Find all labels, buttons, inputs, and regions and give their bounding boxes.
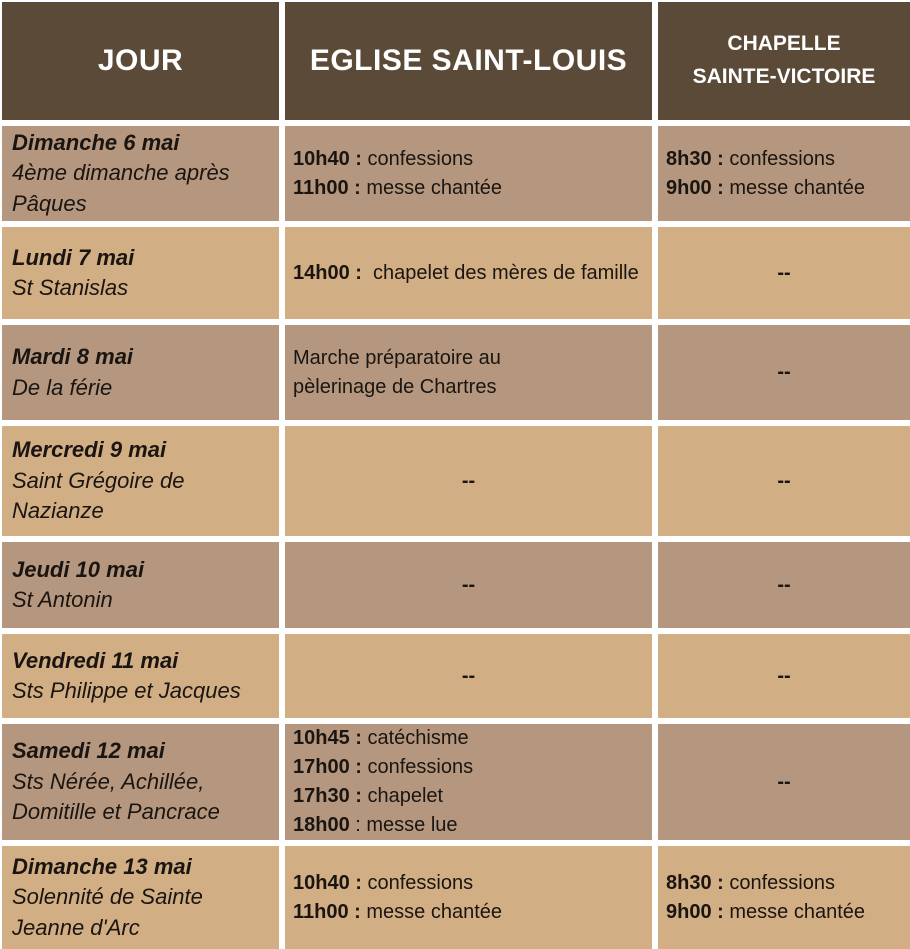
schedule-time: 10h40 :: [293, 147, 362, 170]
schedule-time: 14h00 :: [293, 261, 362, 284]
day-title: Mercredi 9 mai: [12, 437, 167, 463]
day-title: Samedi 12 mai: [12, 738, 165, 764]
header-chapelle-sainte-victoire: CHAPELLE SAINTE-VICTOIRE: [658, 2, 910, 120]
dash-placeholder: --: [777, 469, 791, 492]
schedule-text: confessions: [361, 871, 474, 894]
dash-placeholder: --: [461, 573, 476, 596]
chapelle-cell: --: [658, 542, 910, 628]
chapelle-cell: --: [658, 227, 910, 319]
day-subtitle: De la férie: [12, 374, 113, 400]
day-cell: Dimanche 13 mai Solennité de Sainte Jean…: [2, 846, 279, 949]
schedule-line: 14h00 : chapelet des mères de famille: [293, 259, 648, 288]
eglise-cell: 14h00 : chapelet des mères de famille: [285, 227, 652, 319]
schedule-line: pèlerinage de Chartres: [293, 373, 648, 402]
schedule-line: 8h30 : confessions: [666, 869, 906, 898]
day-cell: Vendredi 11 mai Sts Philippe et Jacques: [2, 634, 279, 718]
schedule-text: confessions: [361, 147, 474, 170]
eglise-cell: --: [285, 542, 652, 628]
day-subtitle: Sts Nérée, Achillée, Domitille et Pancra…: [12, 768, 220, 825]
schedule-text: confessions: [723, 871, 835, 894]
dash-placeholder: --: [777, 261, 791, 284]
schedule-line: 11h00 : messe chantée: [293, 174, 648, 203]
day-cell: Mercredi 9 mai Saint Grégoire de Nazianz…: [2, 426, 279, 536]
day-title: Dimanche 13 mai: [12, 853, 192, 879]
day-title: Lundi 7 mai: [12, 244, 135, 270]
day-cell: Dimanche 6 mai 4ème dimanche après Pâque…: [2, 126, 279, 221]
day-title: Jeudi 10 mai: [12, 556, 145, 582]
dash-placeholder: --: [777, 573, 791, 596]
schedule-line: 8h30 : confessions: [666, 145, 906, 174]
day-subtitle: Sts Philippe et Jacques: [12, 678, 241, 703]
schedule-line: 10h40 : confessions: [293, 145, 648, 174]
day-cell: Lundi 7 mai St Stanislas: [2, 227, 279, 319]
schedule-time: 8h30 :: [666, 147, 724, 170]
schedule-text: messe chantée: [723, 900, 866, 923]
day-cell: Jeudi 10 mai St Antonin: [2, 542, 279, 628]
header-jour-label: JOUR: [97, 44, 184, 77]
schedule-text: chapelet des mères de famille: [361, 261, 639, 284]
schedule-line: 9h00 : messe chantée: [666, 898, 906, 927]
chapelle-cell: 8h30 : confessions 9h00 : messe chantée: [658, 126, 910, 221]
schedule-line: 10h45 : catéchisme: [293, 724, 648, 753]
schedule-line: Marche préparatoire au: [293, 344, 648, 373]
schedule-time: 8h30 :: [666, 871, 724, 894]
schedule-time: 10h45 :: [293, 727, 362, 749]
schedule-time: 10h40 :: [293, 871, 362, 894]
schedule-time: 11h00 :: [293, 900, 361, 923]
schedule-line: 17h30 : chapelet: [293, 782, 648, 811]
schedule-time: 17h00 :: [293, 756, 362, 778]
schedule-text: confessions: [361, 756, 474, 778]
chapelle-cell: --: [658, 634, 910, 718]
schedule-line: 11h00 : messe chantée: [293, 898, 648, 927]
schedule-text: confessions: [723, 147, 835, 170]
dash-placeholder: --: [461, 469, 476, 492]
day-subtitle: St Stanislas: [12, 275, 129, 300]
dash-placeholder: --: [777, 361, 791, 383]
schedule-time: 9h00 :: [666, 900, 724, 923]
day-subtitle: 4ème dimanche après Pâques: [12, 160, 230, 216]
chapelle-cell: 8h30 : confessions 9h00 : messe chantée: [658, 846, 910, 949]
eglise-cell: 10h40 : confessions 11h00 : messe chanté…: [285, 126, 652, 221]
schedule-text: messe chantée: [723, 176, 866, 199]
day-subtitle: St Antonin: [12, 587, 113, 612]
schedule-line: 18h00 : messe lue: [293, 811, 648, 840]
day-subtitle: Solennité de Sainte Jeanne d'Arc: [12, 884, 203, 940]
schedule-text: messe chantée: [360, 176, 503, 199]
header-eglise-label: EGLISE SAINT-LOUIS: [309, 44, 628, 77]
header-jour: JOUR: [2, 2, 279, 120]
header-chapelle-label: CHAPELLE SAINTE-VICTOIRE: [692, 32, 876, 88]
schedule-text: messe chantée: [360, 900, 503, 923]
chapelle-cell: --: [658, 325, 910, 420]
schedule-time: 18h00: [293, 814, 350, 836]
schedule-text: pèlerinage de Chartres: [293, 375, 497, 398]
eglise-cell: Marche préparatoire au pèlerinage de Cha…: [285, 325, 652, 420]
schedule-time: 11h00 :: [293, 176, 361, 199]
day-title: Vendredi 11 mai: [12, 647, 179, 673]
chapelle-cell: --: [658, 426, 910, 536]
dash-placeholder: --: [777, 664, 791, 687]
day-subtitle: Saint Grégoire de Nazianze: [12, 467, 185, 524]
chapelle-cell: --: [658, 724, 910, 840]
eglise-cell: 10h45 : catéchisme 17h00 : confessions 1…: [285, 724, 652, 840]
header-eglise-saint-louis: EGLISE SAINT-LOUIS: [285, 2, 652, 120]
schedule-line: 17h00 : confessions: [293, 753, 648, 782]
schedule-line: 10h40 : confessions: [293, 869, 648, 898]
day-title: Mardi 8 mai: [12, 344, 134, 370]
schedule-text: catéchisme: [361, 727, 469, 749]
eglise-cell: 10h40 : confessions 11h00 : messe chanté…: [285, 846, 652, 949]
schedule-text: : messe lue: [349, 814, 458, 836]
day-cell: Mardi 8 mai De la férie: [2, 325, 279, 420]
schedule-time: 9h00 :: [666, 176, 724, 199]
dash-placeholder: --: [777, 770, 791, 793]
day-title: Dimanche 6 mai: [12, 129, 180, 155]
day-cell: Samedi 12 mai Sts Nérée, Achillée, Domit…: [2, 724, 279, 840]
schedule-time: 17h30 :: [293, 785, 362, 807]
schedule-text: chapelet: [361, 785, 444, 807]
schedule-text: Marche préparatoire au: [293, 346, 501, 369]
eglise-cell: --: [285, 634, 652, 718]
dash-placeholder: --: [461, 664, 476, 687]
eglise-cell: --: [285, 426, 652, 536]
schedule-line: 9h00 : messe chantée: [666, 174, 906, 203]
